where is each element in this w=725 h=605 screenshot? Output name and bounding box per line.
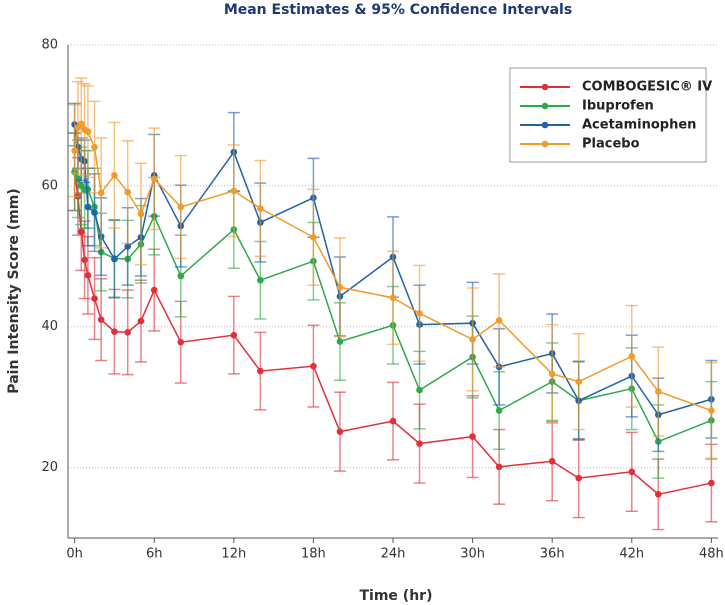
point: [91, 143, 98, 151]
point: [655, 388, 662, 395]
point: [310, 233, 317, 241]
point: [124, 243, 131, 250]
point: [71, 147, 78, 154]
point: [336, 428, 344, 435]
point: [84, 128, 92, 135]
point: [575, 474, 583, 482]
point: [84, 203, 92, 211]
point: [495, 317, 503, 324]
legend-marker: [541, 121, 549, 129]
point: [708, 407, 715, 414]
y-axis-label: Pain Intensity Score (mm): [6, 188, 22, 393]
point: [137, 210, 145, 218]
legend-label: Ibuprofen: [582, 99, 654, 114]
point: [97, 189, 105, 197]
point: [469, 433, 476, 440]
x-axis-label: Time (hr): [360, 588, 433, 604]
point: [91, 295, 98, 302]
x-tick-label: 36h: [540, 547, 565, 562]
point: [257, 276, 264, 284]
x-tick-label: 6h: [146, 547, 163, 562]
point: [137, 317, 145, 325]
x-tick-label: 18h: [301, 547, 326, 562]
point: [575, 378, 583, 385]
point: [548, 457, 556, 465]
point: [111, 171, 118, 179]
point: [416, 386, 423, 394]
point: [84, 272, 92, 279]
point: [97, 316, 105, 323]
y-tick-label: 20: [41, 460, 58, 475]
point: [310, 362, 317, 370]
point: [495, 463, 503, 471]
point: [628, 468, 636, 476]
point: [91, 209, 98, 216]
point: [230, 331, 238, 339]
point: [177, 338, 185, 346]
y-tick-label: 80: [41, 38, 58, 53]
point: [124, 188, 131, 196]
series: [68, 77, 718, 460]
point: [336, 338, 344, 345]
legend-marker: [541, 83, 549, 91]
point: [74, 175, 82, 183]
legend-marker: [541, 140, 549, 148]
point: [416, 440, 423, 447]
point: [124, 329, 131, 336]
chart-title: Mean Estimates & 95% Confidence Interval…: [224, 2, 572, 18]
point: [77, 228, 85, 235]
x-tick-label: 0h: [66, 547, 83, 562]
point: [257, 367, 264, 375]
x-tick-label: 12h: [221, 547, 246, 562]
point: [77, 120, 85, 128]
x-tick-label: 24h: [381, 547, 406, 562]
legend-label: COMBOGESIC® IV: [582, 80, 712, 95]
point: [389, 417, 397, 425]
point: [548, 370, 556, 378]
point: [177, 272, 185, 280]
point: [628, 352, 636, 360]
point: [336, 283, 344, 291]
point: [389, 294, 397, 302]
legend-marker: [541, 102, 549, 110]
legend-label: Placebo: [582, 137, 640, 152]
point: [655, 491, 662, 498]
point: [150, 175, 158, 183]
point: [257, 205, 264, 212]
point: [230, 187, 238, 195]
point: [111, 328, 118, 335]
point: [81, 256, 88, 264]
legend-label: Acetaminophen: [582, 118, 696, 133]
point: [708, 479, 715, 487]
point: [495, 407, 503, 414]
x-tick-label: 30h: [460, 547, 485, 562]
x-tick-label: 48h: [699, 547, 724, 562]
point: [469, 336, 476, 343]
y-tick-label: 60: [41, 178, 58, 193]
y-tick-label: 40: [41, 319, 58, 334]
point: [111, 255, 118, 263]
point: [177, 203, 185, 211]
x-tick-label: 42h: [619, 547, 644, 562]
point: [150, 286, 158, 294]
point: [416, 310, 423, 317]
